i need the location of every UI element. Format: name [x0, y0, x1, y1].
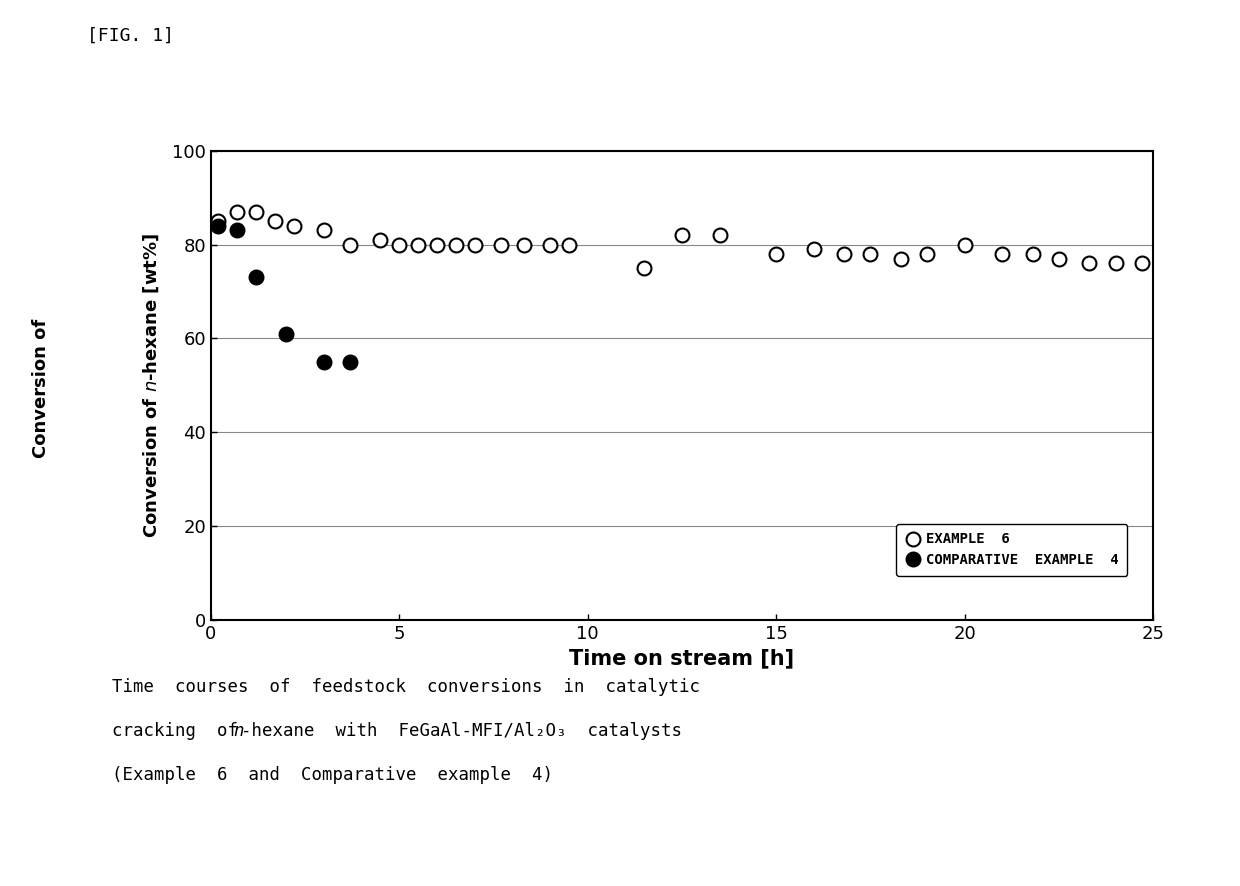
Text: (Example  6  and  Comparative  example  4): (Example 6 and Comparative example 4): [112, 766, 553, 784]
Y-axis label: Conversion of $\it{n}$-hexane [wt%]: Conversion of $\it{n}$-hexane [wt%]: [141, 233, 161, 538]
Text: [FIG. 1]: [FIG. 1]: [87, 27, 174, 44]
Text: Time  courses  of  feedstock  conversions  in  catalytic: Time courses of feedstock conversions in…: [112, 678, 699, 696]
Legend: EXAMPLE  6, COMPARATIVE  EXAMPLE  4: EXAMPLE 6, COMPARATIVE EXAMPLE 4: [895, 525, 1127, 576]
Text: cracking  of: cracking of: [112, 722, 259, 740]
Text: n: n: [233, 722, 243, 740]
Text: -hexane  with  FeGaAl-MFI/Al₂O₃  catalysts: -hexane with FeGaAl-MFI/Al₂O₃ catalysts: [241, 722, 682, 740]
Text: Conversion of: Conversion of: [31, 313, 50, 458]
X-axis label: Time on stream [h]: Time on stream [h]: [569, 649, 795, 669]
